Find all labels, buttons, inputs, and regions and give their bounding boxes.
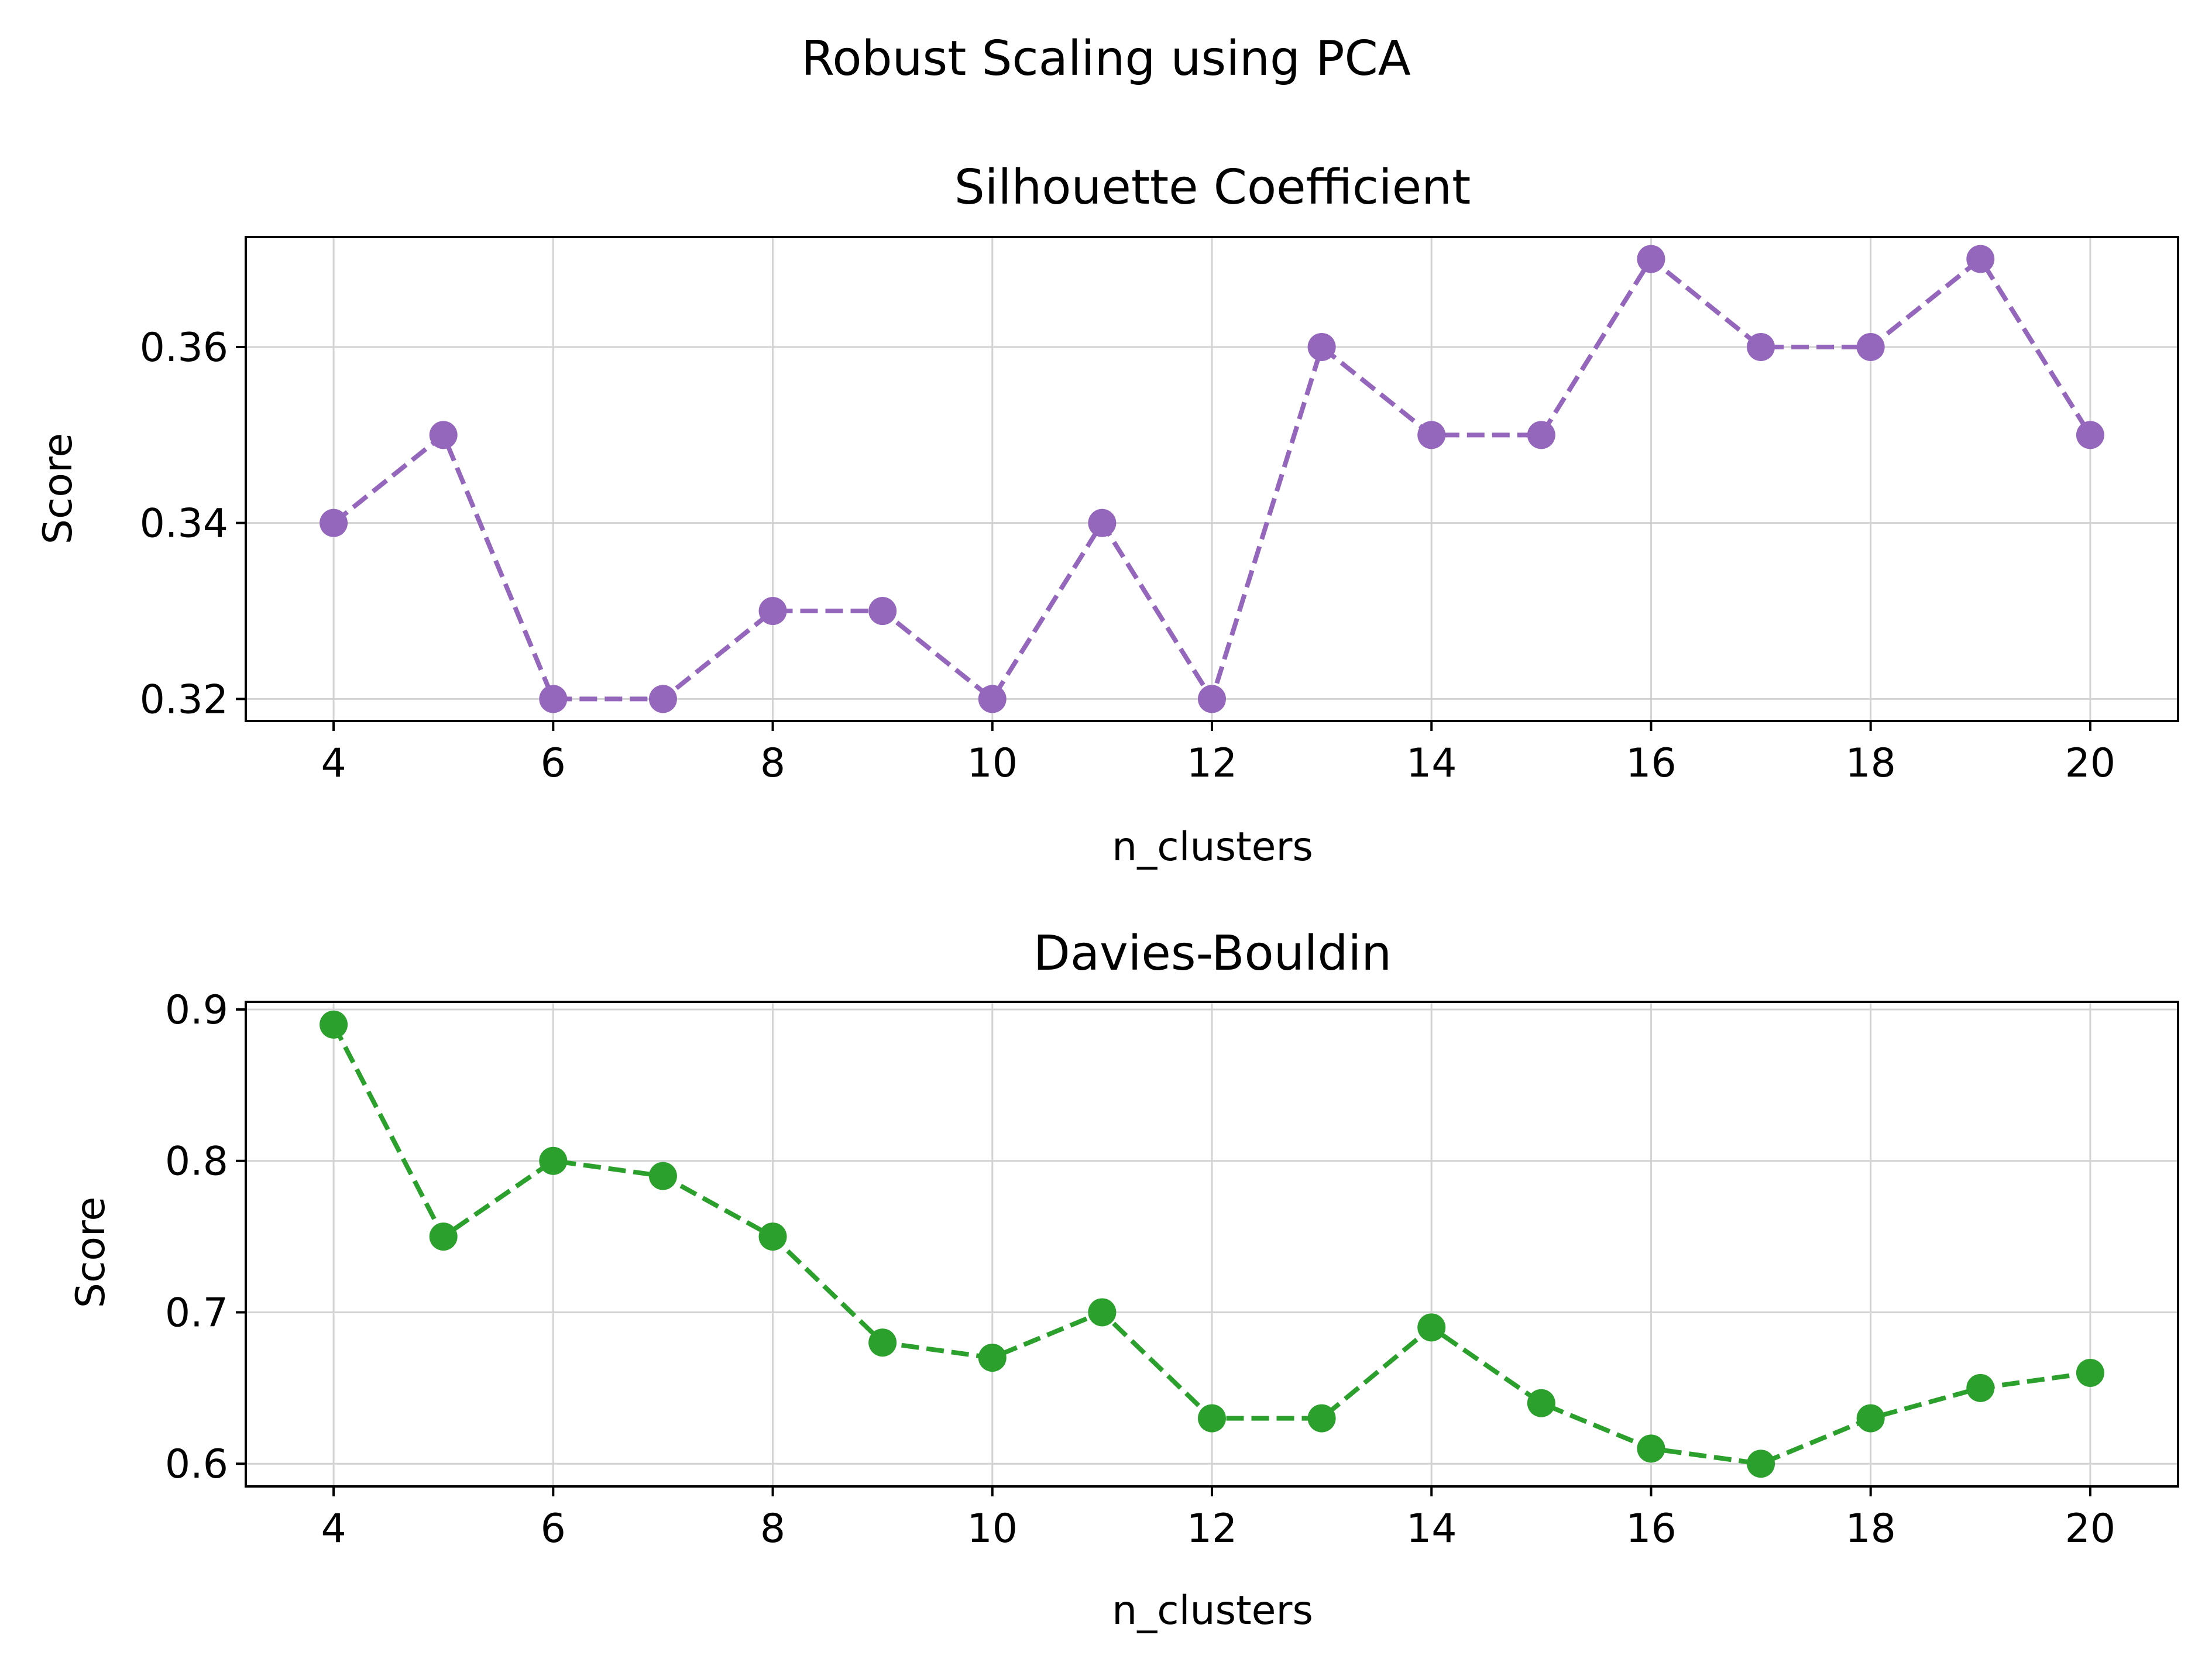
davies-bouldin-data-point bbox=[1417, 1313, 1446, 1342]
davies-bouldin-xtick-label: 12 bbox=[1187, 1506, 1238, 1552]
davies-bouldin-data-point bbox=[539, 1146, 568, 1175]
silhouette-data-point bbox=[978, 685, 1007, 713]
davies-bouldin-xtick-label: 16 bbox=[1626, 1506, 1677, 1552]
silhouette-data-point bbox=[2076, 421, 2104, 449]
davies-bouldin-data-point bbox=[1747, 1450, 1775, 1478]
davies-bouldin-ylabel: Score bbox=[68, 1197, 114, 1308]
davies-bouldin-chart: Davies-Bouldin n_clusters Score 4 6 8 10 12 1… bbox=[68, 926, 2179, 1634]
davies-bouldin-xtick-label: 4 bbox=[321, 1506, 346, 1552]
davies-bouldin-data-point bbox=[648, 1162, 677, 1190]
figure-suptitle: Robust Scaling using PCA bbox=[801, 31, 1411, 87]
davies-bouldin-xtick-label: 6 bbox=[541, 1506, 566, 1552]
silhouette-data-point bbox=[1088, 509, 1117, 537]
silhouette-data-point bbox=[868, 597, 897, 626]
silhouette-xtick-label: 18 bbox=[1845, 740, 1896, 787]
davies-bouldin-xtick-label: 18 bbox=[1845, 1506, 1896, 1552]
davies-bouldin-data-point bbox=[1198, 1404, 1226, 1433]
silhouette-data-point bbox=[1856, 332, 1885, 361]
silhouette-xtick-label: 10 bbox=[967, 740, 1018, 787]
davies-bouldin-data-point bbox=[320, 1010, 348, 1039]
davies-bouldin-data-point bbox=[978, 1344, 1007, 1372]
silhouette-ytick-label: 0.36 bbox=[140, 325, 228, 371]
silhouette-data-point bbox=[429, 421, 458, 449]
silhouette-xtick-label: 14 bbox=[1406, 740, 1457, 787]
davies-bouldin-data-point bbox=[868, 1328, 897, 1357]
davies-bouldin-xtick-label: 8 bbox=[760, 1506, 785, 1552]
silhouette-data-point bbox=[1966, 245, 1995, 273]
silhouette-data-point bbox=[1307, 332, 1336, 361]
silhouette-ytick-label: 0.32 bbox=[140, 676, 228, 723]
davies-bouldin-data-point bbox=[1088, 1298, 1117, 1327]
silhouette-data-point bbox=[648, 685, 677, 713]
davies-bouldin-data-point bbox=[758, 1222, 787, 1251]
davies-bouldin-xtick-label: 20 bbox=[2065, 1506, 2116, 1552]
silhouette-xtick-label: 16 bbox=[1626, 740, 1677, 787]
silhouette-xtick-label: 12 bbox=[1187, 740, 1238, 787]
silhouette-chart-title: Silhouette Coefficient bbox=[954, 160, 1471, 215]
silhouette-data-point bbox=[539, 685, 568, 713]
silhouette-data-point bbox=[1637, 245, 1665, 273]
silhouette-ylabel: Score bbox=[35, 433, 81, 544]
silhouette-xtick-label: 6 bbox=[541, 740, 566, 787]
davies-bouldin-chart-title: Davies-Bouldin bbox=[1033, 926, 1392, 981]
silhouette-data-point bbox=[1747, 332, 1775, 361]
silhouette-data-point bbox=[758, 597, 787, 626]
silhouette-xtick-label: 4 bbox=[321, 740, 346, 787]
silhouette-data-point bbox=[1198, 685, 1226, 713]
davies-bouldin-ytick-label: 0.6 bbox=[165, 1441, 228, 1488]
davies-bouldin-data-point bbox=[1856, 1404, 1885, 1433]
davies-bouldin-data-point bbox=[1637, 1434, 1665, 1463]
silhouette-data-point bbox=[1527, 421, 1555, 449]
silhouette-data-point bbox=[320, 509, 348, 537]
silhouette-chart: Silhouette Coefficient n_clusters Score … bbox=[35, 160, 2179, 870]
davies-bouldin-data-point bbox=[1527, 1389, 1555, 1417]
davies-bouldin-ytick-label: 0.9 bbox=[165, 987, 228, 1033]
silhouette-xlabel: n_clusters bbox=[1112, 824, 1313, 870]
davies-bouldin-data-point bbox=[1307, 1404, 1336, 1433]
silhouette-ytick-label: 0.34 bbox=[140, 501, 228, 547]
silhouette-xtick-label: 20 bbox=[2065, 740, 2116, 787]
davies-bouldin-xtick-label: 10 bbox=[967, 1506, 1018, 1552]
davies-bouldin-data-point bbox=[429, 1222, 458, 1251]
davies-bouldin-xlabel: n_clusters bbox=[1112, 1588, 1313, 1634]
davies-bouldin-data-point bbox=[2076, 1358, 2104, 1387]
silhouette-data-point bbox=[1417, 421, 1446, 449]
davies-bouldin-xtick-label: 14 bbox=[1406, 1506, 1457, 1552]
davies-bouldin-ytick-label: 0.7 bbox=[165, 1290, 228, 1336]
silhouette-xtick-label: 8 bbox=[760, 740, 785, 787]
davies-bouldin-data-point bbox=[1966, 1373, 1995, 1402]
davies-bouldin-ytick-label: 0.8 bbox=[165, 1139, 228, 1185]
